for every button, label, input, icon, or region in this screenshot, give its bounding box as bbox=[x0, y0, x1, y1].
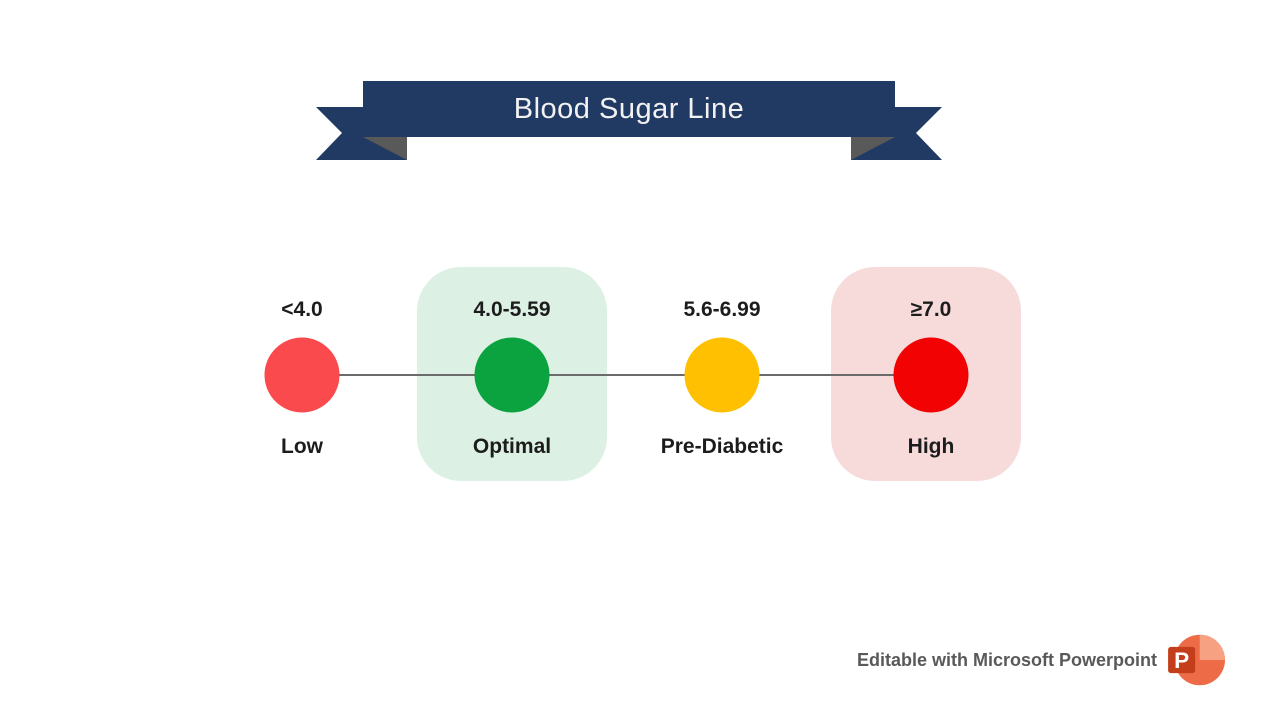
powerpoint-icon-wedge bbox=[1199, 634, 1225, 660]
powerpoint-icon-letter: P bbox=[1174, 648, 1189, 673]
stage-name-label: High bbox=[907, 435, 955, 458]
timeline-connector-line bbox=[302, 374, 931, 376]
stage-dot bbox=[893, 337, 969, 413]
stage-optimal: 4.0-5.59 Optimal bbox=[417, 267, 607, 481]
slide-title: Blood Sugar Line bbox=[513, 92, 745, 125]
stage-pre-diabetic: 5.6-6.99 Pre-Diabetic bbox=[627, 267, 817, 481]
ribbon-right-fold bbox=[851, 137, 895, 160]
powerpoint-icon-square bbox=[1168, 646, 1196, 674]
stage-dot bbox=[684, 337, 760, 413]
stage-name-label: Optimal bbox=[472, 435, 552, 458]
stage-dot bbox=[264, 337, 340, 413]
stage-range-label: <4.0 bbox=[281, 298, 323, 321]
stage-high: ≥7.0 High bbox=[836, 267, 1026, 481]
stage-dot bbox=[474, 337, 550, 413]
stage-name-label: Pre-Diabetic bbox=[660, 435, 784, 458]
stage-range-label: 4.0-5.59 bbox=[473, 298, 551, 321]
stage-low: <4.0 Low bbox=[207, 267, 397, 481]
stage-range-label: 5.6-6.99 bbox=[683, 298, 761, 321]
ribbon-left-fold bbox=[363, 137, 407, 160]
stage-range-label: ≥7.0 bbox=[910, 298, 952, 321]
credit-text: Editable with Microsoft Powerpoint bbox=[856, 649, 1157, 670]
credit-bar: Editable with Microsoft Powerpoint P bbox=[857, 632, 1226, 688]
stage-name-label: Low bbox=[281, 435, 323, 458]
powerpoint-icon: P bbox=[1168, 634, 1225, 686]
